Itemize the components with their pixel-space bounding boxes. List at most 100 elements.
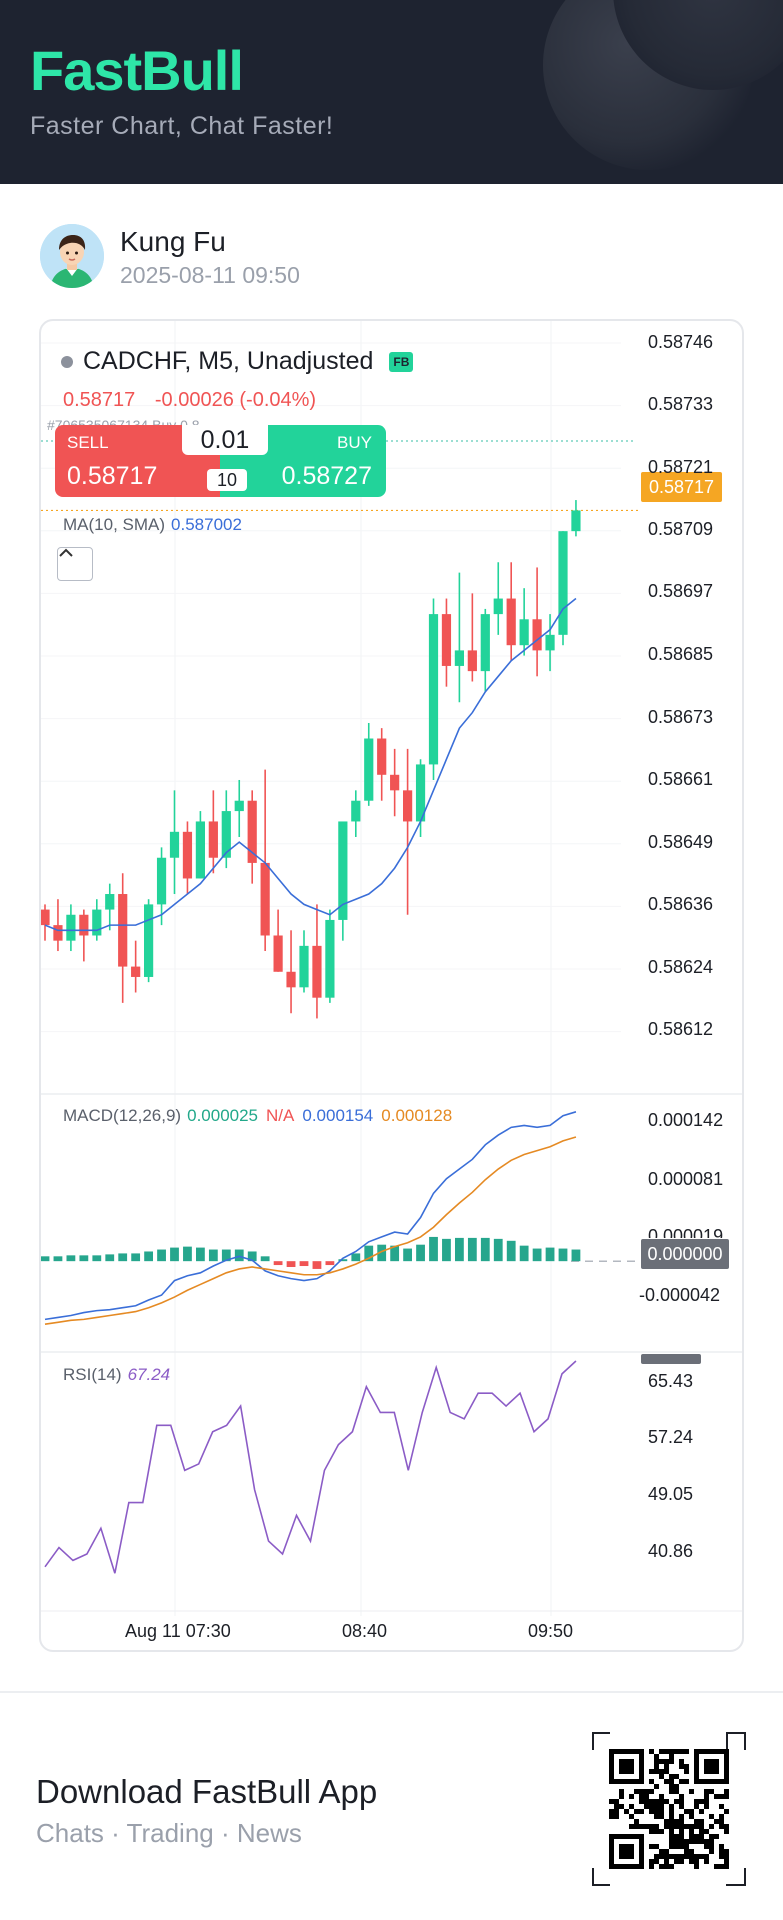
qr-module bbox=[659, 1804, 664, 1809]
qr-module bbox=[649, 1829, 654, 1834]
qr-module bbox=[689, 1789, 694, 1794]
symbol-row[interactable]: CADCHF, M5, Unadjusted FB bbox=[61, 347, 414, 376]
qr-module bbox=[654, 1809, 659, 1814]
lot-size-input[interactable]: 0.01 bbox=[182, 425, 268, 455]
macd-name: MACD(12,26,9) bbox=[63, 1106, 182, 1125]
qr-module bbox=[684, 1809, 689, 1814]
qr-module bbox=[619, 1804, 624, 1809]
qr-finder bbox=[704, 1759, 719, 1774]
qr-module bbox=[659, 1814, 664, 1819]
qr-module bbox=[664, 1764, 669, 1769]
qr-module bbox=[719, 1819, 724, 1824]
macd-histogram-bar bbox=[41, 1256, 50, 1262]
chart-card[interactable]: CADCHF, M5, Unadjusted FB 0.58717 -0.000… bbox=[39, 319, 744, 1652]
candle-body bbox=[493, 598, 503, 615]
macd-axis-label: -0.000042 bbox=[639, 1285, 721, 1305]
current-price-tag: 0.58717 bbox=[641, 472, 722, 502]
qr-module bbox=[664, 1819, 669, 1824]
qr-module bbox=[724, 1854, 729, 1859]
qr-module bbox=[614, 1804, 619, 1809]
qr-module bbox=[699, 1839, 704, 1844]
macd-indicator-label[interactable]: MACD(12,26,9) 0.000025 N/A 0.000154 0.000128 bbox=[63, 1106, 452, 1126]
qr-module bbox=[664, 1854, 669, 1859]
macd-histogram-bar bbox=[571, 1249, 581, 1262]
macd-axis-label: 0.000019 bbox=[648, 1226, 724, 1246]
qr-module bbox=[674, 1749, 679, 1754]
qr-module bbox=[654, 1754, 659, 1759]
qr-module bbox=[649, 1799, 654, 1804]
qr-module bbox=[674, 1854, 679, 1859]
candle-body bbox=[234, 800, 244, 812]
candle-body bbox=[545, 634, 555, 651]
qr-frame-corner bbox=[592, 1732, 594, 1750]
qr-module bbox=[654, 1829, 659, 1834]
signal-line bbox=[44, 1136, 577, 1326]
rsi-axis-label: 65.43 bbox=[648, 1371, 694, 1391]
avatar[interactable] bbox=[40, 224, 104, 288]
qr-module bbox=[634, 1809, 639, 1814]
macd-histogram-bar bbox=[416, 1244, 425, 1262]
qr-module bbox=[724, 1809, 729, 1814]
qr-module bbox=[724, 1829, 729, 1834]
username[interactable]: Kung Fu bbox=[120, 226, 226, 257]
qr-module bbox=[684, 1769, 689, 1774]
qr-module bbox=[684, 1844, 689, 1849]
panel-divider-handle[interactable] bbox=[641, 1354, 701, 1364]
qr-module bbox=[654, 1769, 659, 1774]
qr-module bbox=[639, 1799, 644, 1804]
qr-module bbox=[719, 1794, 724, 1799]
price-axis-label: 0.58661 bbox=[648, 769, 714, 789]
candle-body bbox=[390, 774, 400, 791]
qr-module bbox=[654, 1814, 659, 1819]
ma-indicator-label[interactable]: MA(10, SMA) 0.587002 bbox=[63, 515, 242, 535]
qr-module bbox=[654, 1804, 659, 1809]
qr-module bbox=[659, 1799, 664, 1804]
price-axis-label: 0.58697 bbox=[648, 581, 714, 601]
qr-module bbox=[669, 1824, 674, 1829]
candle-body bbox=[338, 821, 348, 920]
qr-module bbox=[714, 1834, 719, 1839]
qr-module bbox=[704, 1854, 709, 1859]
rsi-indicator-label[interactable]: RSI(14) 67.24 bbox=[63, 1365, 170, 1385]
price-axis-label: 0.58636 bbox=[648, 894, 714, 914]
macd-histogram-bar bbox=[390, 1245, 400, 1262]
candle-body bbox=[351, 800, 361, 822]
qr-module bbox=[664, 1849, 669, 1854]
price-axis-label: 0.58721 bbox=[648, 457, 714, 477]
qr-module bbox=[709, 1849, 714, 1854]
qr-module bbox=[669, 1814, 674, 1819]
qr-frame-corner bbox=[592, 1868, 594, 1886]
macd-histogram-bar bbox=[170, 1247, 179, 1262]
qr-module bbox=[684, 1779, 689, 1784]
macd-histogram-bar bbox=[196, 1247, 205, 1262]
qr-module bbox=[634, 1789, 639, 1794]
qr-frame-corner bbox=[744, 1732, 746, 1750]
price-axis-label: 0.58709 bbox=[648, 519, 714, 539]
candle-body bbox=[41, 909, 50, 926]
qr-module bbox=[694, 1854, 699, 1859]
qr-module bbox=[679, 1749, 684, 1754]
candle-body bbox=[53, 925, 63, 941]
macd-histogram-bar bbox=[53, 1256, 63, 1262]
chart-canvas[interactable] bbox=[41, 321, 744, 1652]
qr-module bbox=[674, 1834, 679, 1839]
macd-histogram-bar bbox=[131, 1253, 141, 1262]
qr-module bbox=[619, 1789, 624, 1794]
header-banner: FastBull Faster Chart, Chat Faster! bbox=[0, 0, 783, 184]
qr-module bbox=[674, 1774, 679, 1779]
collapse-button[interactable] bbox=[57, 547, 93, 581]
candle-body bbox=[299, 945, 309, 988]
candle-body bbox=[558, 531, 568, 635]
qr-module bbox=[669, 1759, 674, 1764]
macd-axis-label: 0.000142 bbox=[648, 1110, 724, 1130]
qr-module bbox=[659, 1854, 664, 1859]
qr-code[interactable] bbox=[592, 1732, 746, 1902]
candle-body bbox=[66, 914, 76, 941]
qr-module bbox=[649, 1859, 654, 1864]
qr-module bbox=[674, 1819, 679, 1824]
last-price: 0.58717 bbox=[63, 389, 136, 411]
download-title[interactable]: Download FastBull App bbox=[36, 1773, 378, 1810]
qr-module bbox=[689, 1849, 694, 1854]
quick-trade-panel[interactable]: SELL 0.58717 BUY 0.58727 0.01 10 bbox=[55, 425, 386, 497]
qr-module bbox=[684, 1824, 689, 1829]
